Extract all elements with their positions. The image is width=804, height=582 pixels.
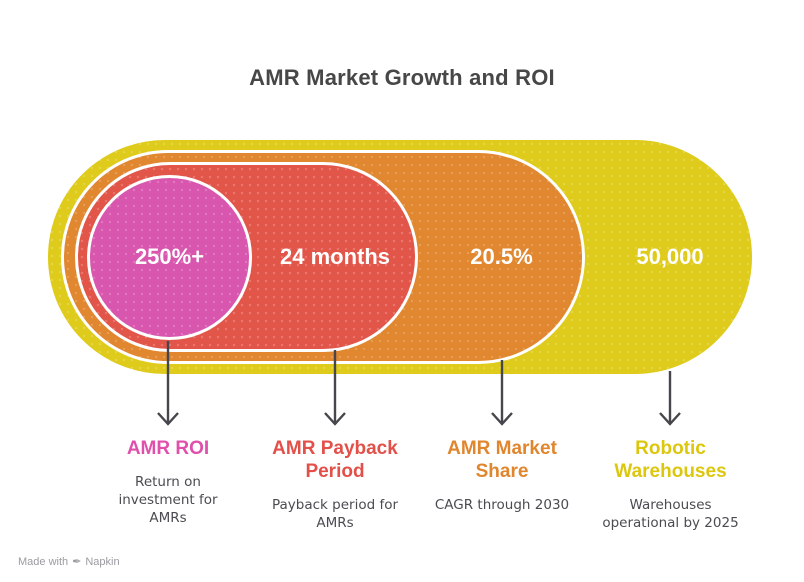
pen-nib-icon: ✒ [72,555,82,568]
segment-value-amr-payback-period: 24 months [279,244,391,269]
watermark-prefix: Made with [18,556,69,568]
arrow-down-icon [155,341,181,426]
watermark: Made with ✒ Napkin [18,556,120,568]
legend-title: Robotic Warehouses [614,438,727,483]
legend-column-robotic-warehouses: Robotic Warehouses Warehouses operationa… [583,437,758,533]
legend-description: Return on investment for AMRs [118,474,218,527]
segment-shape-amr-roi [87,175,252,340]
legend-column-amr-market-share: AMR Market Share CAGR through 2030 [417,437,587,514]
legend-column-amr-roi: AMR ROI Return on investment for AMRs [93,437,243,527]
arrow-down-icon [322,350,348,426]
legend-description: Payback period for AMRs [271,497,399,532]
legend-title: AMR ROI [126,438,210,459]
watermark-brand: Napkin [85,556,120,568]
legend-title: AMR Payback Period [272,438,398,483]
segment-value-amr-roi: 250%+ [134,244,205,269]
legend-description: CAGR through 2030 [434,497,570,514]
arrow-down-icon [489,360,515,426]
page-title: AMR Market Growth and ROI [249,64,555,90]
segment-value-amr-market-share: 20.5% [470,244,533,269]
legend-description: Warehouses operational by 2025 [602,497,739,532]
arrow-down-icon [657,371,683,426]
legend-column-amr-payback-period: AMR Payback Period Payback period for AM… [250,437,420,533]
segment-value-robotic-warehouses: 50,000 [636,244,704,269]
legend-title: AMR Market Share [447,438,557,483]
